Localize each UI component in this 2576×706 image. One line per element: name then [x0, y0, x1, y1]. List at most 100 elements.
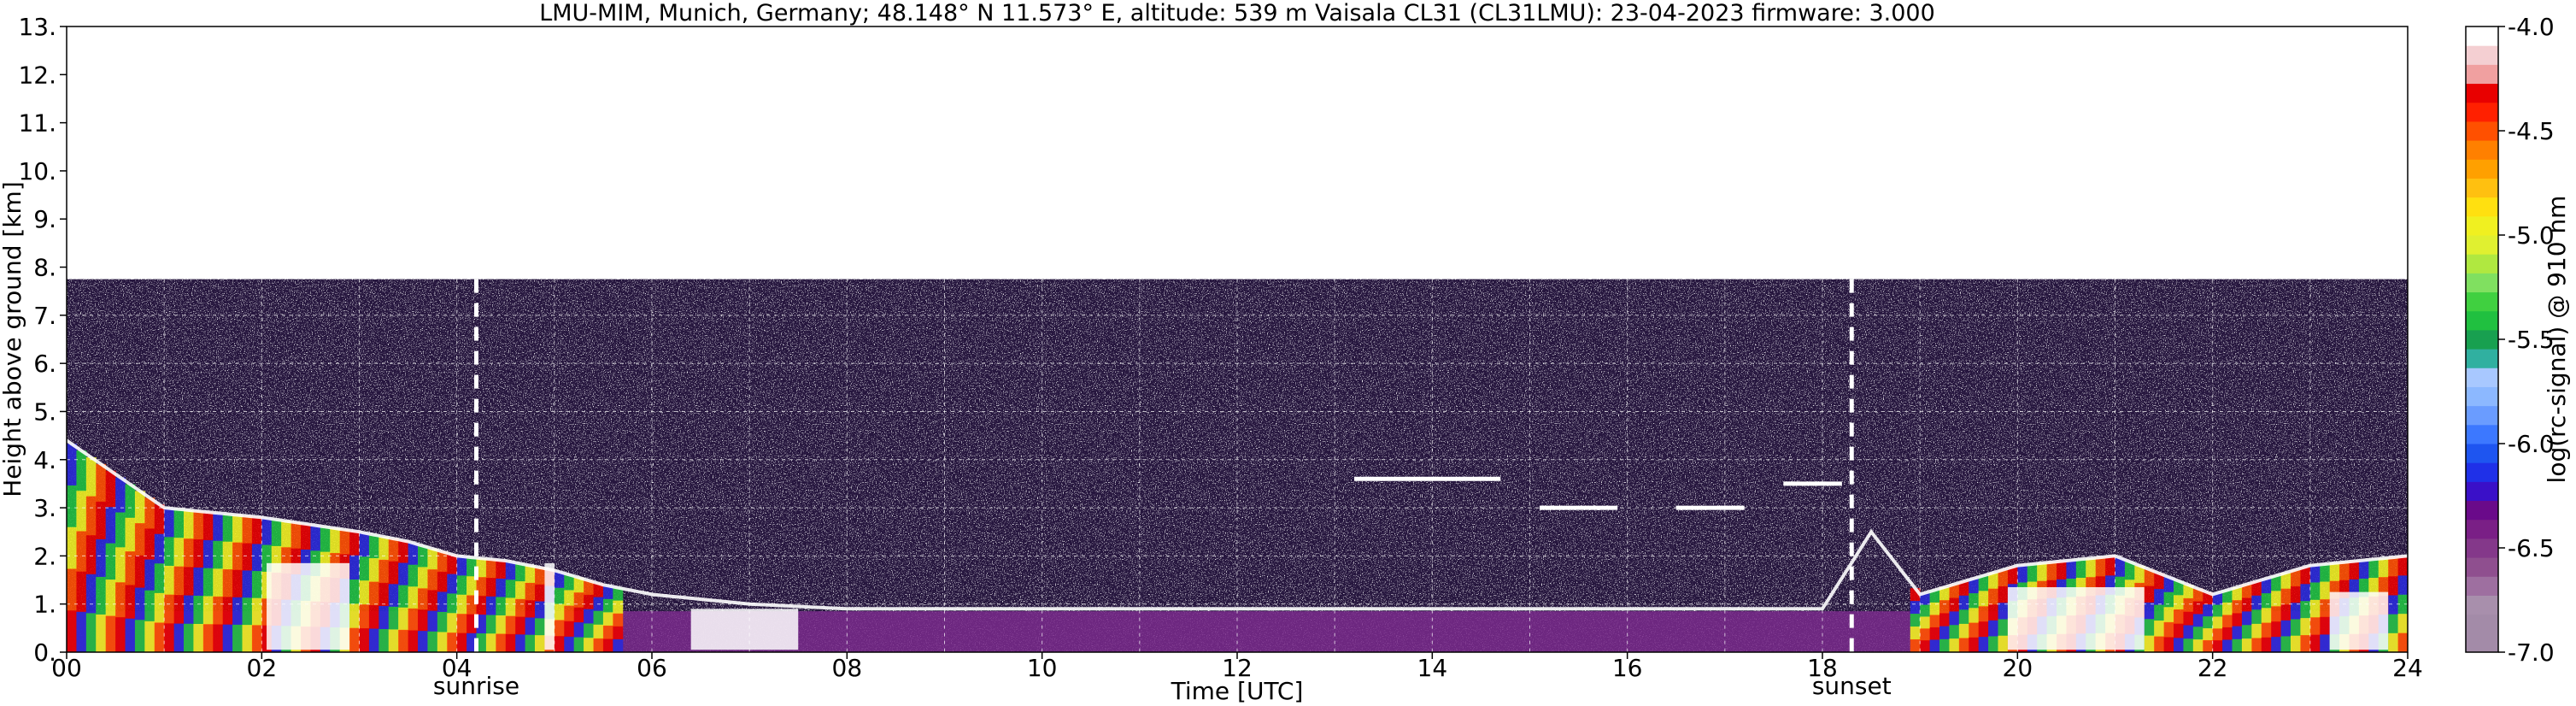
colorbar-tick-label: -7.0	[2508, 638, 2555, 667]
layer-cell	[2145, 636, 2155, 653]
layer-cell	[184, 510, 194, 539]
layer-cell	[232, 597, 243, 626]
layer-cell	[594, 625, 604, 639]
layer-cell	[320, 527, 331, 552]
colorbar-tick-label: -6.5	[2508, 534, 2555, 562]
y-tick-label: 9.	[33, 205, 56, 233]
y-tick-label: 5.	[33, 397, 56, 426]
layer-cell	[525, 583, 536, 601]
layer-cell	[2262, 608, 2272, 623]
layer-cell	[486, 559, 496, 578]
layer-cell	[1998, 636, 2009, 653]
layer-cell	[584, 623, 594, 638]
layer-cell	[2251, 596, 2262, 610]
colorbar-step	[2466, 349, 2498, 368]
colorbar-step	[2466, 633, 2498, 653]
layer-cell	[603, 612, 613, 626]
layer-cell	[115, 512, 126, 547]
layer-cell	[67, 610, 77, 652]
layer-cell	[2222, 615, 2233, 627]
layer-cell	[301, 524, 311, 550]
x-tick-label: 16	[1612, 654, 1643, 682]
layer-cell	[86, 497, 97, 536]
layer-cell	[243, 516, 253, 544]
layer-cell	[243, 625, 253, 652]
layer-cell	[2213, 616, 2223, 628]
layer-cell	[135, 523, 145, 556]
layer-cell	[232, 543, 243, 571]
layer-cell	[193, 539, 203, 568]
layer-cell	[555, 620, 565, 636]
layer-cell	[2310, 582, 2321, 600]
layer-cell	[135, 491, 145, 523]
layer-cell	[2193, 639, 2203, 652]
layer-cell	[389, 538, 399, 562]
layer-cell	[2281, 636, 2291, 652]
y-tick-label: 6.	[33, 350, 56, 378]
colorbar-step	[2466, 254, 2498, 274]
layer-cell	[2154, 605, 2164, 621]
layer-cell	[2398, 556, 2409, 576]
layer-cell	[203, 568, 214, 597]
layer-cell	[2271, 637, 2281, 652]
layer-cell	[2320, 634, 2330, 652]
layer-cell	[144, 621, 155, 653]
layer-cell	[2233, 613, 2243, 627]
layer-cell	[535, 635, 545, 652]
layer-cell	[232, 570, 243, 598]
layer-cell	[535, 568, 545, 585]
colorbar-step	[2466, 273, 2498, 292]
y-tick-label: 3.	[33, 494, 56, 522]
colorbar-step	[2466, 26, 2498, 46]
layer-cell	[2398, 614, 2409, 633]
layer-cell	[1920, 628, 1930, 640]
layer-cell	[418, 631, 428, 652]
layer-cell	[2320, 599, 2330, 617]
layer-cell	[1988, 589, 1998, 605]
layer-cell	[96, 502, 106, 540]
y-tick-label: 10.	[18, 157, 56, 185]
layer-cell	[360, 532, 370, 556]
layer-cell	[2398, 575, 2409, 595]
layer-cell	[486, 578, 496, 597]
layer-cell	[76, 491, 86, 532]
colorbar-step	[2466, 501, 2498, 521]
layer-cell	[2310, 565, 2321, 583]
layer-cell	[106, 507, 116, 544]
layer-cell	[330, 528, 340, 553]
y-tick-label: 12.	[18, 61, 56, 89]
layer-cell	[515, 581, 525, 599]
layer-cell	[193, 511, 203, 539]
layer-cell	[281, 521, 291, 548]
layer-cell	[86, 457, 97, 497]
layer-cell	[437, 572, 448, 592]
layer-cell	[2213, 605, 2223, 617]
layer-cell	[506, 616, 516, 635]
layer-cell	[67, 444, 77, 485]
layer-cell	[1910, 627, 1921, 639]
layer-cell	[1939, 639, 1950, 653]
layer-cell	[1920, 640, 1930, 652]
layer-cell	[213, 541, 223, 569]
layer-cell	[2027, 564, 2038, 582]
layer-cell	[1920, 616, 1930, 628]
layer-cell	[252, 598, 262, 626]
layer-cell	[2251, 638, 2262, 652]
layer-cell	[96, 577, 106, 615]
layer-cell	[349, 628, 360, 653]
layer-cell	[144, 591, 155, 622]
layer-cell	[155, 563, 165, 593]
layer-cell	[2047, 562, 2057, 581]
colorbar-step	[2466, 425, 2498, 444]
layer-cell	[144, 560, 155, 591]
layer-cell	[2145, 586, 2155, 603]
layer-cell	[2213, 628, 2223, 640]
layer-cell	[2310, 617, 2321, 635]
layer-cell	[496, 597, 506, 615]
layer-cell	[106, 580, 116, 616]
layer-cell	[2379, 558, 2389, 577]
layer-cell	[2281, 604, 2291, 621]
layer-cell	[1979, 606, 1989, 621]
colorbar: -4.0-4.5-5.0-5.5-6.0-6.5-7.0 log(rc-sign…	[2466, 13, 2571, 667]
layer-cell	[447, 632, 457, 652]
